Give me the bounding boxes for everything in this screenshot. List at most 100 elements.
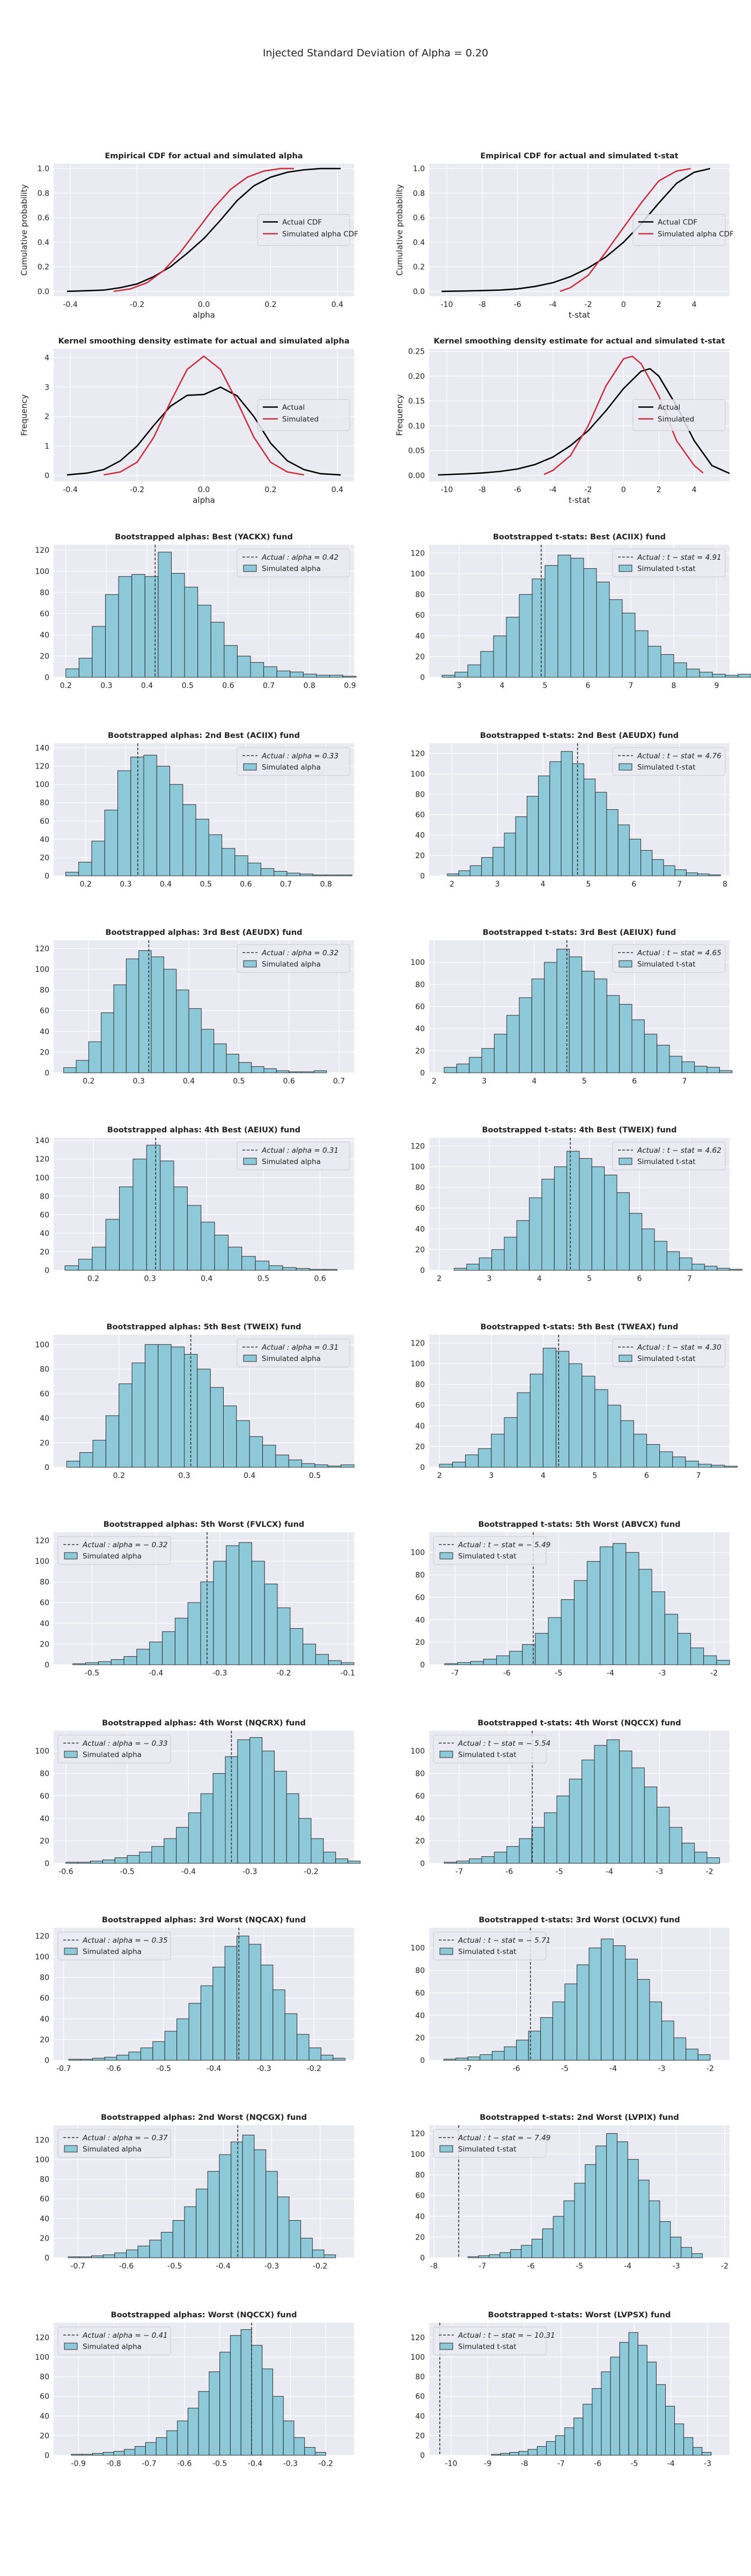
histogram-bar [212, 1773, 226, 1864]
histogram-bar [301, 1071, 314, 1073]
x-tick-label: 4 [541, 1472, 546, 1480]
x-tick-label: -0.3 [283, 2460, 298, 2468]
y-tick-label: 100 [35, 1953, 49, 1962]
histogram-bar [197, 605, 211, 678]
histogram-bar [144, 1344, 159, 1468]
histogram-bar [697, 2054, 711, 2061]
y-tick-label: 0 [420, 1069, 425, 1078]
x-tick-label: 7 [682, 1077, 687, 1086]
histogram-bar [506, 1846, 520, 1864]
x-tick-label: 5 [582, 1077, 587, 1086]
chart-panel: 0.0 0.2 0.4 0.6 0.8 1.0 -0.4 -0.2 0.0 0.2 0.4 Empir… [19, 152, 358, 320]
chart-title: Bootstrapped alphas: 2nd Best (ACIIX) fu… [108, 731, 300, 740]
x-tick-label: -8 [478, 486, 486, 494]
y-tick-label: 80 [415, 1967, 425, 1975]
legend-swatch-simulated [243, 960, 257, 968]
legend-label-actual: Actual : alpha = − 0.37 [82, 2134, 168, 2142]
x-tick-label: 0.2 [264, 301, 276, 309]
histogram-bar [316, 675, 330, 678]
histogram-bar [127, 1855, 140, 1864]
chart-title: Bootstrapped t-stats: 2nd Worst (LVPIX) … [480, 2113, 679, 2122]
histogram-bar [504, 832, 516, 876]
histogram-bar [454, 1268, 467, 1271]
histogram-bar [113, 984, 127, 1073]
histogram-bar [654, 1241, 667, 1271]
histogram-bar [619, 1004, 632, 1073]
histogram-bar [681, 2247, 693, 2258]
y-tick-label: 0.8 [413, 189, 425, 198]
histogram-bar [82, 2454, 93, 2456]
legend-label-actual: Actual : t − stat = − 7.49 [458, 2134, 550, 2142]
x-tick-label: -4 [606, 1868, 613, 1876]
histogram-bar [725, 675, 739, 678]
histogram-bar [131, 574, 145, 678]
x-tick-label: -0.4 [63, 486, 77, 494]
legend-box [237, 1141, 350, 1170]
histogram-bar [197, 1368, 211, 1468]
x-tick-label: 2 [432, 1077, 437, 1086]
histogram-bar [564, 1984, 577, 2061]
legend-label-simulated: Simulated t-stat [637, 1158, 696, 1166]
x-tick-label: -6 [505, 1868, 513, 1876]
histogram-bar [706, 1857, 720, 1864]
x-tick-label: -0.3 [264, 2262, 279, 2271]
histogram-bar [556, 1351, 570, 1468]
x-tick-label: -8 [478, 301, 486, 309]
histogram-bar [594, 1745, 607, 1864]
y-tick-label: 40 [415, 1422, 425, 1431]
histogram-bar [163, 969, 177, 1073]
histogram-bar [546, 2441, 556, 2456]
histogram-bar [576, 1964, 590, 2061]
histogram-bar [63, 1067, 77, 1073]
histogram-bar [92, 1247, 106, 1271]
histogram-bar [644, 1787, 658, 1864]
histogram-bar [699, 671, 713, 678]
y-tick-label: 0 [45, 2254, 49, 2263]
y-tick-label: 40 [415, 632, 425, 641]
legend-box [612, 747, 726, 776]
y-tick-label: 40 [415, 1814, 425, 1823]
histogram-bar [130, 757, 144, 876]
x-tick-label: 6 [632, 1077, 637, 1086]
legend-label-simulated: Simulated alpha [262, 565, 321, 573]
x-tick-label: -8 [521, 2460, 528, 2468]
x-tick-label: -0.4 [207, 2065, 221, 2073]
chart-panel: 0 1 2 3 4 -0.4 -0.2 0.0 0.2 0.4 Kernel smoothing d… [19, 337, 354, 505]
histogram-bar [255, 1261, 270, 1271]
legend-box [433, 1931, 547, 1960]
y-tick-label: 80 [415, 980, 425, 989]
y-tick-label: 0.0 [38, 288, 49, 296]
x-tick-label: -0.4 [216, 2262, 230, 2271]
y-tick-label: 120 [410, 2333, 425, 2342]
chart-title: Bootstrapped t-stats: Worst (LVPSX) fund [488, 2311, 671, 2319]
y-tick-label: 100 [410, 958, 425, 967]
legend-swatch-simulated [619, 763, 632, 771]
y-tick-label: 40 [40, 836, 49, 844]
histogram-bar [492, 847, 505, 876]
histogram-bar [625, 1959, 638, 2061]
y-tick-label: 0 [45, 472, 49, 480]
y-tick-label: 100 [410, 2150, 425, 2159]
histogram-bar [491, 2454, 501, 2456]
histogram-bar [276, 1070, 290, 1073]
y-tick-label: 80 [40, 986, 49, 995]
legend-label-actual: Actual : t − stat = 4.30 [637, 1343, 721, 1352]
y-tick-label: 60 [415, 1792, 425, 1801]
histogram-bar [526, 796, 539, 876]
histogram-bar [135, 2446, 146, 2456]
y-tick-label: 80 [415, 1184, 425, 1192]
x-tick-label: 4 [692, 301, 697, 309]
y-tick-label: 120 [35, 2136, 49, 2145]
legend-label-actual: Actual : alpha = 0.42 [261, 553, 338, 562]
histogram-bar [260, 868, 275, 876]
y-tick-label: 100 [35, 567, 49, 576]
histogram-bar [674, 2423, 684, 2456]
histogram-bar [538, 775, 550, 876]
legend-box [237, 548, 350, 577]
y-tick-label: 80 [40, 589, 49, 597]
histogram-bar [466, 1263, 480, 1271]
x-axis-label: t-stat [569, 310, 590, 320]
histogram-bar [117, 770, 131, 876]
y-tick-label: 20 [415, 2233, 425, 2242]
histogram-bar [149, 2240, 162, 2258]
